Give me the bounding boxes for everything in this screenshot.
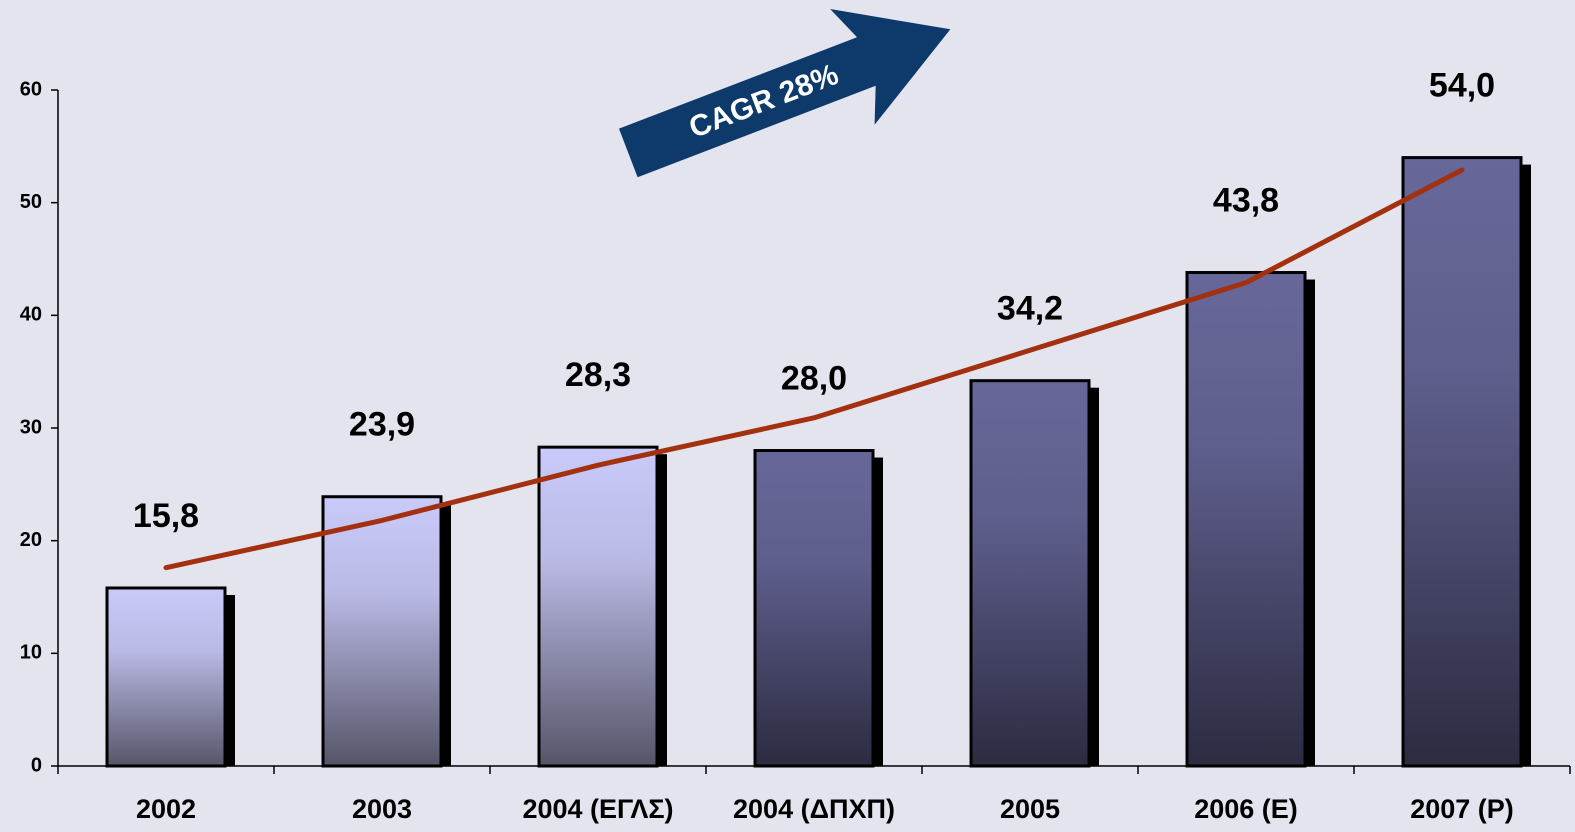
bar: [105, 586, 227, 768]
x-tick-label: 2004 (ΔΠΧΠ): [733, 794, 895, 824]
x-tick-label: 2004 (ΕΓΛΣ): [522, 794, 673, 824]
data-label: 28,3: [565, 356, 631, 394]
data-label: 34,2: [997, 290, 1063, 328]
y-tick-label: 20: [20, 529, 42, 551]
arrow-shape: [618, 9, 951, 178]
data-label: 28,0: [781, 360, 847, 398]
y-tick-label: 0: [31, 754, 42, 776]
bar: [1401, 156, 1523, 768]
y-tick-label: 30: [20, 416, 42, 438]
y-tick-label: 10: [20, 642, 42, 664]
bar: [753, 449, 875, 768]
x-tick-label: 2002: [136, 794, 196, 824]
x-tick-label: 2007 (Ρ): [1410, 794, 1514, 824]
data-label: 15,8: [133, 497, 199, 535]
data-label: 54,0: [1429, 67, 1495, 105]
y-tick-label: 40: [20, 304, 42, 326]
y-tick-label: 60: [20, 78, 42, 100]
bar: [537, 445, 659, 768]
bar: [321, 495, 443, 768]
data-label: 43,8: [1213, 182, 1279, 220]
trend-line: [163, 167, 1465, 571]
x-tick-label: 2003: [352, 794, 412, 824]
x-tick-label: 2005: [1000, 794, 1060, 824]
y-tick-label: 50: [20, 191, 42, 213]
x-tick-label: 2006 (Ε): [1194, 794, 1298, 824]
data-label: 23,9: [349, 406, 415, 444]
bar: [969, 379, 1091, 768]
bar: [1185, 271, 1307, 768]
